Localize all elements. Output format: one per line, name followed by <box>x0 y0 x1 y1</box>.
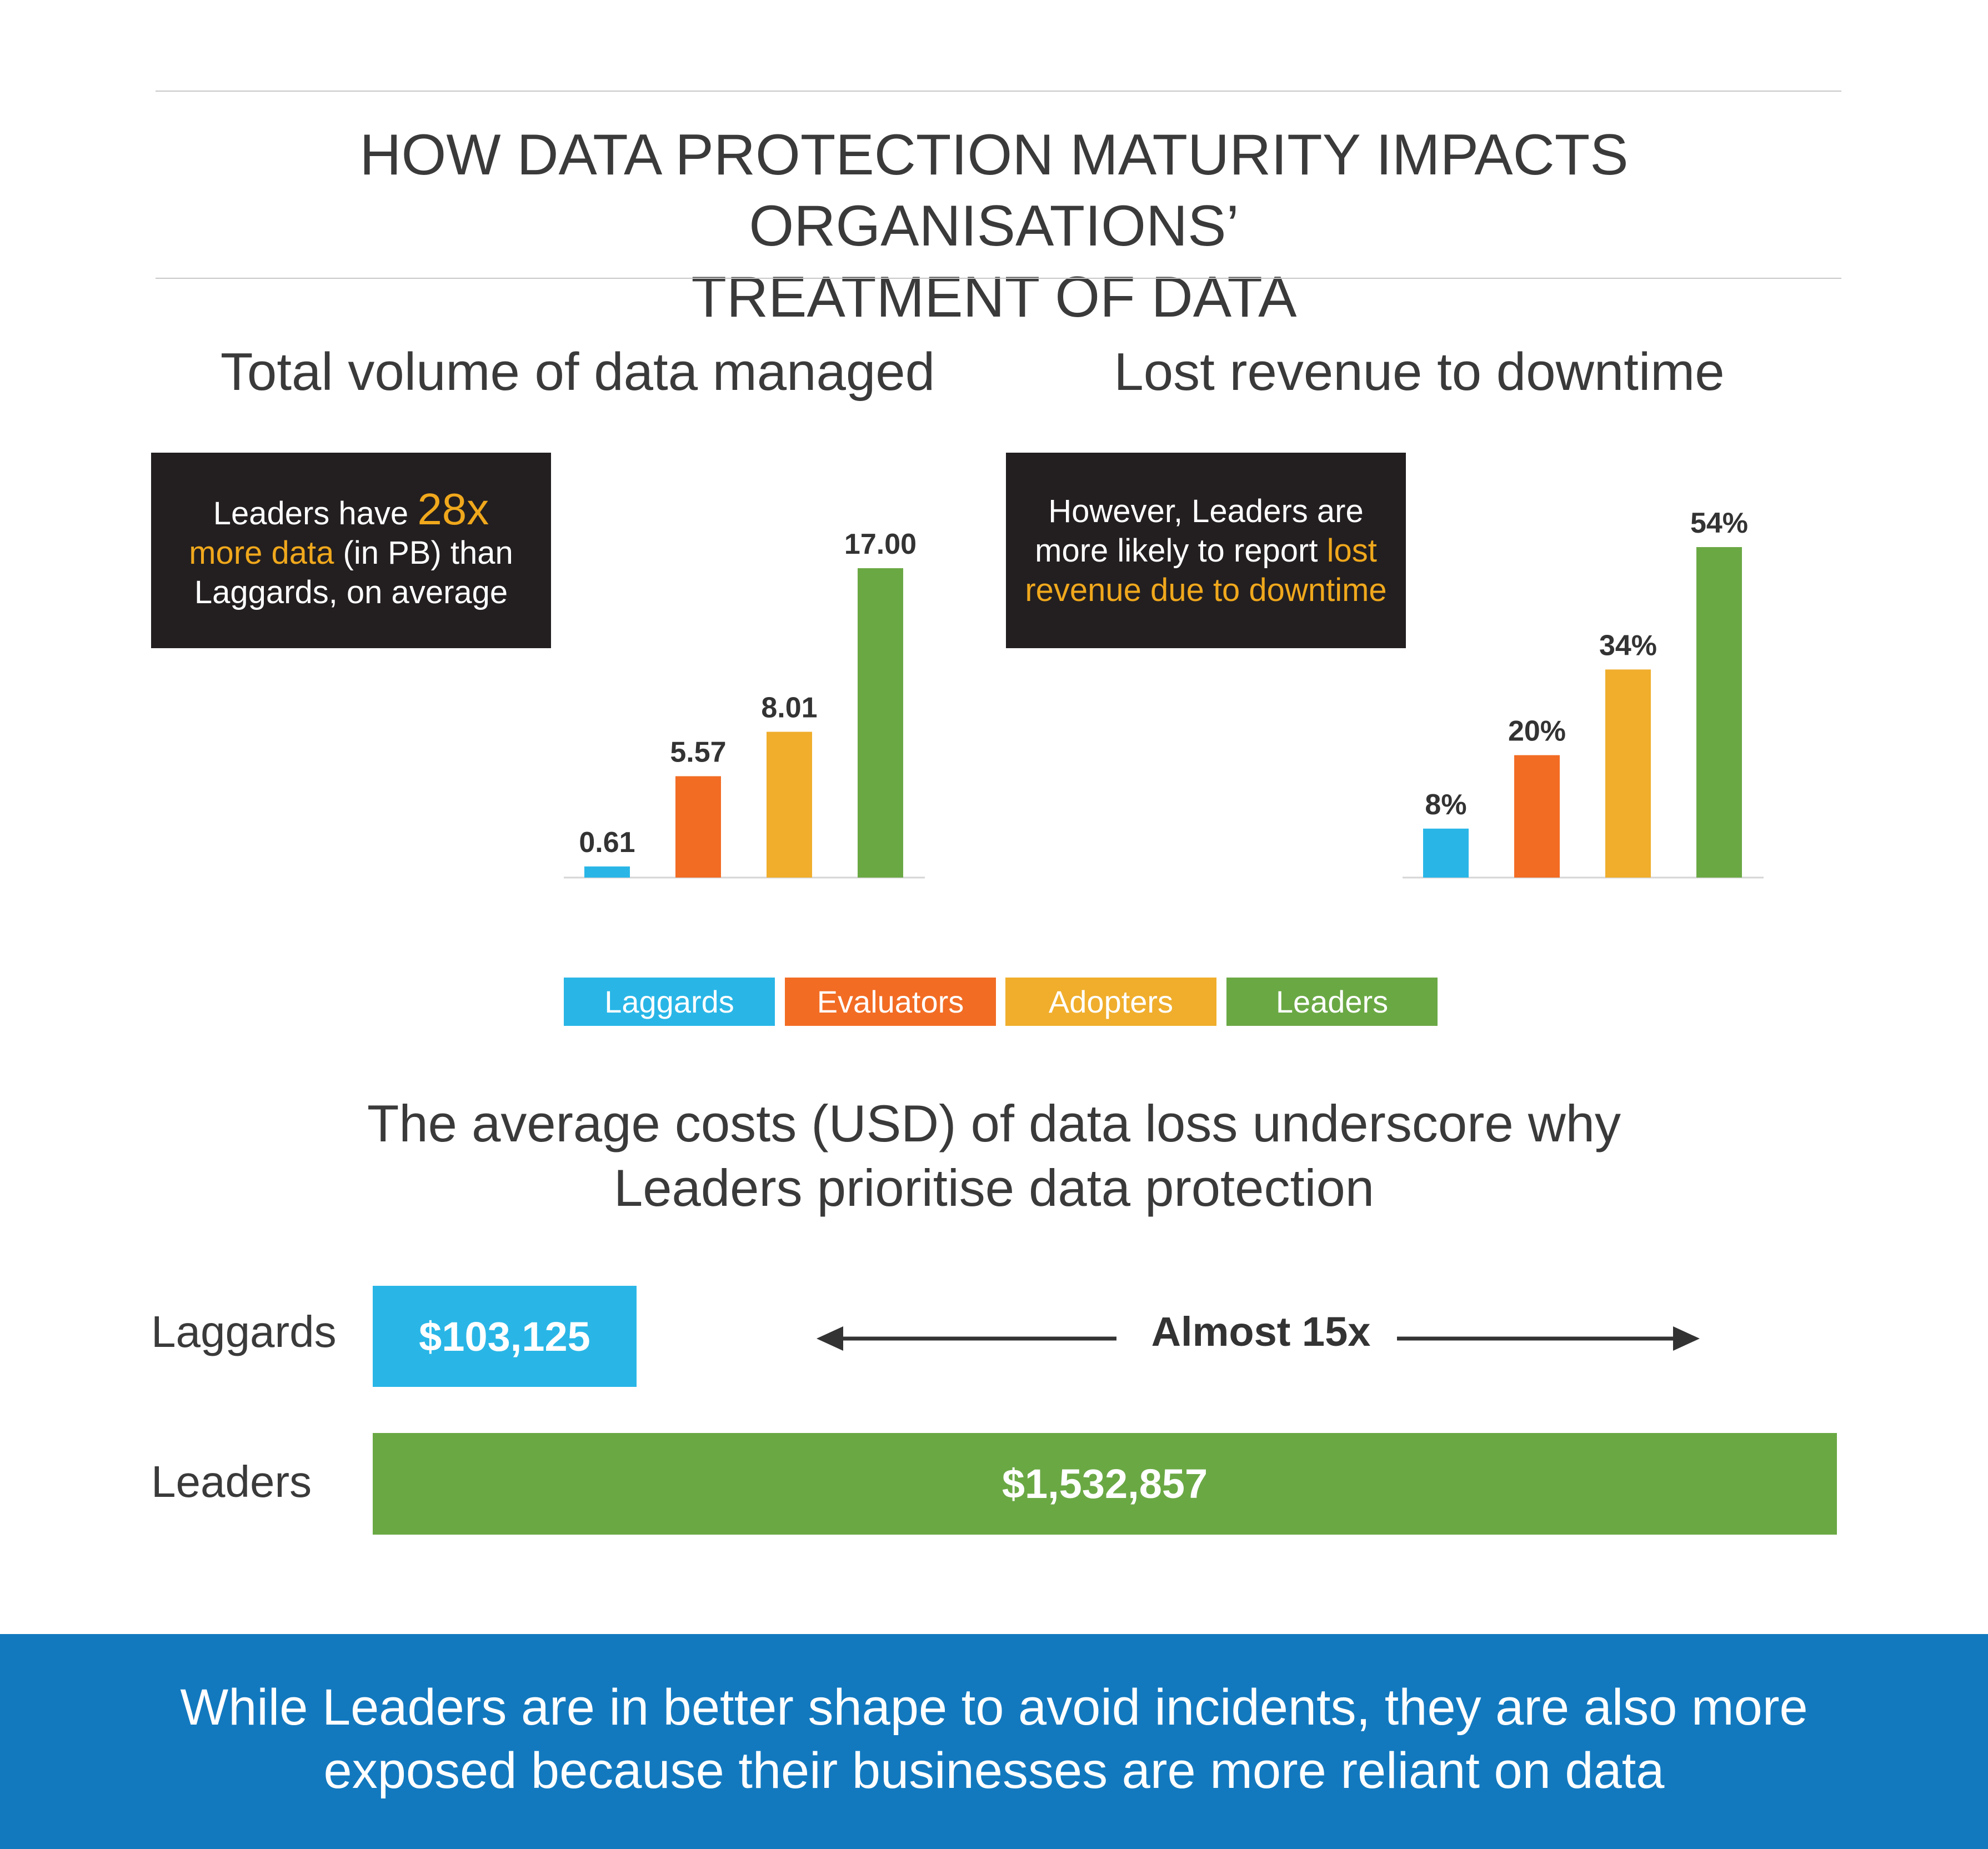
volume-value-label-adopters: 8.01 <box>761 692 817 724</box>
volume-callout-highlight-more-data: more data <box>189 534 334 571</box>
revenue-callout-text-1: However, Leaders are <box>1048 493 1364 529</box>
revenue-bar-leaders <box>1696 547 1742 878</box>
volume-callout-text-1: Leaders have <box>213 495 418 532</box>
revenue-value-label-adopters: 34% <box>1599 629 1657 662</box>
volume-bar-laggards <box>584 866 630 878</box>
volume-heading: Total volume of data managed <box>220 342 935 402</box>
volume-callout-highlight-28x: 28x <box>417 484 489 534</box>
costs-heading-line-2: Leaders prioritise data protection <box>613 1159 1374 1217</box>
legend-leaders: Leaders <box>1226 978 1438 1026</box>
revenue-bar-chart: 8% 20% 34% 54% <box>1403 507 1764 879</box>
volume-value-label-laggards: 0.61 <box>579 826 635 859</box>
cost-row-label-leaders: Leaders <box>151 1457 312 1506</box>
footer-banner <box>0 1634 1988 1849</box>
volume-callout-text-2: (in PB) than <box>334 534 513 571</box>
revenue-heading: Lost revenue to downtime <box>1114 342 1725 402</box>
legend-laggards: Laggards <box>564 978 775 1026</box>
revenue-bar-laggards <box>1423 828 1469 878</box>
legend-adopters: Adopters <box>1005 978 1216 1026</box>
revenue-callout-highlight-2: revenue due to downtime <box>1025 572 1387 608</box>
volume-value-label-evaluators: 5.57 <box>670 736 726 769</box>
cost-row-label-laggards: Laggards <box>151 1307 337 1356</box>
volume-bar-evaluators <box>675 776 721 878</box>
costs-heading-line-1: The average costs (USD) of data loss und… <box>367 1094 1621 1153</box>
revenue-value-label-evaluators: 20% <box>1508 715 1566 748</box>
revenue-callout-highlight-1: lost <box>1326 532 1377 569</box>
page-title-line-1: HOW DATA PROTECTION MATURITY IMPACTS ORG… <box>359 123 1629 258</box>
multiplier-arrow-left <box>817 1326 1116 1351</box>
revenue-callout: However, Leaders are more likely to repo… <box>1006 453 1406 648</box>
cost-bar-leaders: $1,532,857 <box>373 1433 1837 1535</box>
revenue-bar-adopters <box>1605 669 1651 878</box>
volume-callout-text-3: Laggards, on average <box>194 574 508 610</box>
volume-value-label-leaders: 17.00 <box>844 528 917 560</box>
footer-line-2: exposed because their businesses are mor… <box>323 1742 1665 1799</box>
top-rule <box>156 91 1841 92</box>
footer-text: While Leaders are in better shape to avo… <box>56 1676 1932 1802</box>
page-title: HOW DATA PROTECTION MATURITY IMPACTS ORG… <box>111 119 1877 333</box>
volume-bar-leaders <box>858 568 903 878</box>
cost-bar-laggards: $103,125 <box>373 1286 637 1387</box>
volume-bar-chart: 0.61 5.57 8.01 17.00 <box>564 528 925 879</box>
revenue-value-label-leaders: 54% <box>1690 507 1748 539</box>
volume-bar-adopters <box>767 731 812 878</box>
page-title-line-2: TREATMENT OF DATA <box>691 265 1297 329</box>
revenue-bar-evaluators <box>1514 755 1560 878</box>
revenue-callout-text-2: more likely to report <box>1035 532 1327 569</box>
legend-evaluators: Evaluators <box>785 978 996 1026</box>
title-bottom-rule <box>156 278 1841 279</box>
multiplier-arrow-right <box>1397 1326 1700 1351</box>
costs-heading: The average costs (USD) of data loss und… <box>167 1091 1821 1220</box>
multiplier-label: Almost 15x <box>1151 1309 1371 1355</box>
volume-callout: Leaders have 28x more data (in PB) than … <box>151 453 551 648</box>
footer-line-1: While Leaders are in better shape to avo… <box>180 1679 1808 1736</box>
revenue-value-label-laggards: 8% <box>1425 789 1466 821</box>
